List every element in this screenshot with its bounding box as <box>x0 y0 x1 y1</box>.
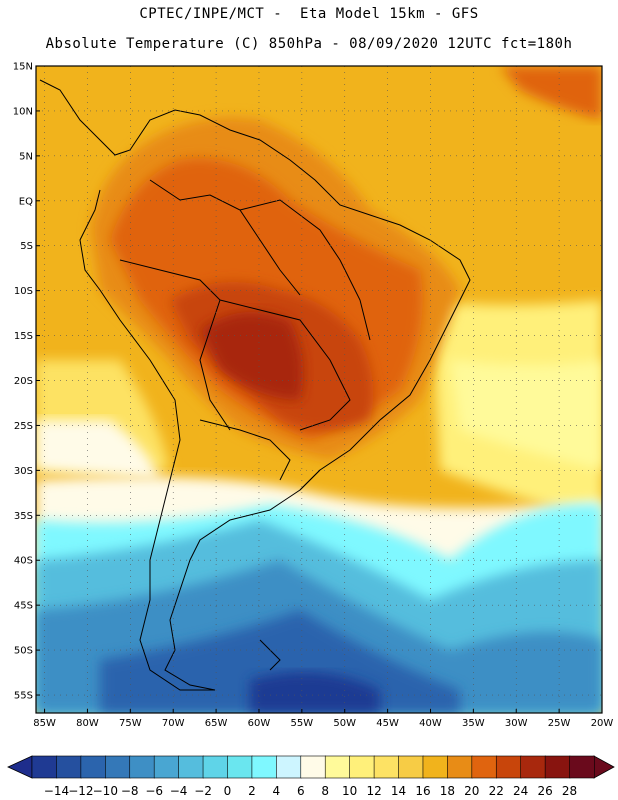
colorbar-label: −14 <box>44 784 69 798</box>
lat-tick-label: 45S <box>14 601 33 612</box>
map-frame <box>35 65 603 714</box>
colorbar-label: 4 <box>273 784 281 798</box>
lat-tick-label: 15S <box>14 331 33 342</box>
colorbar-swatch <box>105 755 131 779</box>
colorbar-label: 18 <box>440 784 455 798</box>
lon-tick-label: 45W <box>376 718 399 729</box>
lat-tick-label: 50S <box>14 646 33 657</box>
colorbar-label: 14 <box>391 784 406 798</box>
lon-tick-label: 40W <box>419 718 442 729</box>
lat-lon-grid <box>36 66 602 713</box>
colorbar-swatch <box>227 755 253 779</box>
colorbar-swatch <box>202 755 229 779</box>
colorbar-swatch <box>251 755 278 779</box>
colorbar-label: 22 <box>489 784 504 798</box>
colorbar-swatch <box>569 755 595 779</box>
lat-tick-label: 55S <box>14 691 33 702</box>
colorbar-swatch <box>471 755 498 779</box>
lon-tick-label: 70W <box>162 718 185 729</box>
lon-tick-label: 25W <box>548 718 571 729</box>
colorbar-under-arrow <box>7 755 33 779</box>
lat-tick-label: 20S <box>14 376 33 387</box>
lat-tick-label: 5S <box>20 241 33 252</box>
colorbar-label: −4 <box>170 784 188 798</box>
lon-tick-label: 55W <box>291 718 314 729</box>
colorbar-swatch <box>56 755 82 779</box>
lon-tick-label: 50W <box>333 718 356 729</box>
lon-tick-label: 85W <box>33 718 56 729</box>
coastlines <box>39 79 471 691</box>
colorbar-swatch <box>324 755 351 779</box>
colorbar-swatch <box>495 755 522 779</box>
colorbar-label: 10 <box>342 784 357 798</box>
chart-title-line-1: CPTEC/INPE/MCT - Eta Model 15km - GFS <box>139 6 479 22</box>
colorbar-swatch <box>373 755 400 779</box>
colorbar-label: −12 <box>68 784 93 798</box>
temperature-field <box>36 66 602 713</box>
colorbar-swatch <box>129 755 155 779</box>
colorbar-over-arrow <box>593 755 615 779</box>
colorbar-label: 26 <box>537 784 552 798</box>
colorbar-swatch <box>520 755 546 779</box>
colorbar-label: 0 <box>224 784 232 798</box>
colorbar-label: 24 <box>513 784 528 798</box>
colorbar-swatch <box>349 755 375 779</box>
colorbar-label: −2 <box>194 784 212 798</box>
colorbar-label: 20 <box>464 784 479 798</box>
colorbar: −14 −12 −10 −8 −6 −4 −2 0 2 4 6 8 10 12 14 16 18 20 22 24 26… <box>7 755 615 798</box>
lon-tick-label: 60W <box>248 718 271 729</box>
colorbar-swatch <box>80 755 107 779</box>
chart-title-line-2: Absolute Temperature (C) 850hPa - 08/09/… <box>45 36 573 52</box>
colorbar-label: 12 <box>366 784 381 798</box>
colorbar-swatch <box>544 755 571 779</box>
latitude-axis: 15N 10N 5N EQ 5S 10S 15S 20S 25S 30S 35S 40S 45S 50S 5… <box>13 62 40 702</box>
lat-tick-label: EQ <box>19 196 33 207</box>
lon-tick-label: 80W <box>76 718 99 729</box>
colorbar-label: −6 <box>145 784 163 798</box>
colorbar-label: 2 <box>248 784 256 798</box>
lon-tick-label: 75W <box>119 718 142 729</box>
colorbar-label: 16 <box>415 784 430 798</box>
lat-tick-label: 15N <box>13 62 33 73</box>
colorbar-swatch <box>31 755 58 779</box>
colorbar-swatch <box>178 755 204 779</box>
colorbar-label: 28 <box>562 784 577 798</box>
colorbar-swatch <box>422 755 449 779</box>
lat-tick-label: 25S <box>14 421 33 432</box>
colorbar-swatch <box>276 755 302 779</box>
colorbar-swatch <box>398 755 424 779</box>
lat-tick-label: 40S <box>14 556 33 567</box>
lat-tick-label: 35S <box>14 511 33 522</box>
lon-tick-label: 35W <box>462 718 485 729</box>
colorbar-swatch <box>153 755 180 779</box>
lon-tick-label: 65W <box>205 718 228 729</box>
colorbar-label: −10 <box>93 784 118 798</box>
lat-tick-label: 10S <box>14 286 33 297</box>
lat-tick-label: 5N <box>19 151 33 162</box>
lon-tick-label: 30W <box>505 718 528 729</box>
colorbar-label: −8 <box>121 784 139 798</box>
colorbar-label: 6 <box>297 784 305 798</box>
lat-tick-label: 10N <box>13 106 33 117</box>
longitude-axis: 85W 80W 75W 70W 65W 60W 55W 50W 45W 40W 35W 30W 25W 2… <box>33 709 613 729</box>
colorbar-swatch <box>300 755 327 779</box>
lon-tick-label: 20W <box>591 718 614 729</box>
colorbar-label: 8 <box>321 784 329 798</box>
lat-tick-label: 30S <box>14 466 33 477</box>
colorbar-swatch <box>447 755 473 779</box>
